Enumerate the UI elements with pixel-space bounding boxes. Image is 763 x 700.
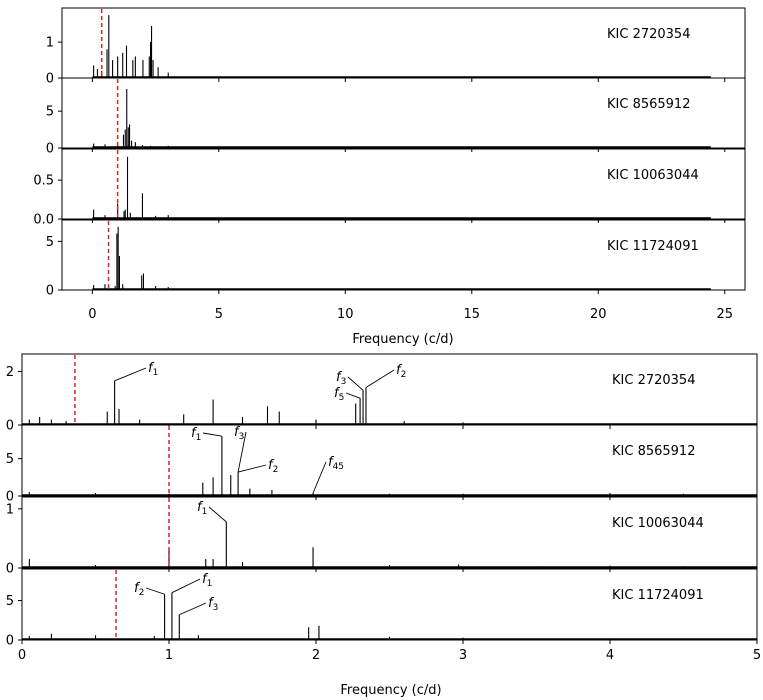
star-label: KIC 10063044 <box>607 168 699 183</box>
panel-frame <box>61 7 746 79</box>
panel-frame <box>61 219 746 291</box>
annotation-leader <box>345 392 361 399</box>
annotation-leader <box>312 461 327 494</box>
panel-frame <box>21 496 758 569</box>
annotation-leader <box>202 432 222 437</box>
panel-bottom-4: 0 5 KIC 11724091 <box>6 568 758 649</box>
x-axis-label-top: Frequency (c/d) <box>352 332 453 347</box>
y-tick-label: 5 <box>46 235 54 250</box>
x-tick-label: 20 <box>590 307 607 322</box>
spectrum-series <box>92 89 711 148</box>
panel-top-4: 0 5 KIC 11724091 <box>46 219 746 299</box>
annotation-leader <box>237 464 267 473</box>
y-tick-label: 1 <box>6 502 14 517</box>
panel-top-1: 0 1 KIC 2720354 <box>46 7 746 87</box>
annotation-leader <box>237 431 247 473</box>
annotation-label: f45 <box>328 455 344 472</box>
annotation-leader <box>208 506 227 523</box>
spectrum-series <box>92 156 711 219</box>
panel-frame <box>21 568 758 641</box>
y-tick-label: 0 <box>6 634 14 649</box>
x-tick-label: 0 <box>18 648 26 663</box>
spectrum-series <box>22 521 757 568</box>
frequency-annotation: f3 <box>234 425 247 473</box>
annotation-label: f2 <box>134 581 144 598</box>
y-tick-label: 5 <box>6 594 14 609</box>
x-tick-label: 5 <box>753 648 761 663</box>
y-tick-label: 0 <box>46 142 54 157</box>
annotation-label: f1 <box>191 426 201 443</box>
annotation-label: f3 <box>208 596 218 613</box>
panel-frame <box>61 77 746 149</box>
star-label: KIC 8565912 <box>612 444 695 459</box>
star-label: KIC 10063044 <box>612 516 704 531</box>
frequency-annotation: f1 <box>191 426 222 443</box>
frequency-annotation: f2 <box>134 581 165 598</box>
frequency-annotation: f3 <box>179 596 218 616</box>
y-tick-label: 5 <box>46 105 54 120</box>
panel-top-2: 0 5 KIC 8565912 <box>46 77 746 157</box>
annotation-leader <box>347 376 364 391</box>
x-tick-label: 15 <box>464 307 481 322</box>
panel-top-3: 0.0 0.5 KIC 10063044 <box>33 148 746 228</box>
star-label: KIC 2720354 <box>612 373 695 388</box>
frequency-annotation: f1 <box>114 361 158 382</box>
y-tick-label: 0 <box>46 284 54 299</box>
annotation-label: f5 <box>334 386 344 403</box>
x-tick-label: 5 <box>215 307 223 322</box>
annotation-leader <box>145 587 165 595</box>
annotation-label: f2 <box>396 363 406 380</box>
spectrum-series <box>92 226 711 290</box>
y-tick-label: 0 <box>46 72 54 87</box>
star-label: KIC 2720354 <box>607 27 690 42</box>
frequency-annotation: f1 <box>197 500 227 523</box>
spectrum-series <box>22 436 757 496</box>
x-axis-label-bottom: Frequency (c/d) <box>340 683 441 698</box>
y-tick-label: 0 <box>6 419 14 434</box>
panel-bottom-3: 0 1 KIC 10063044 <box>6 496 758 577</box>
frequency-annotation: f2 <box>365 363 406 388</box>
frequency-annotation: f1 <box>171 572 212 594</box>
y-tick-label: 2 <box>6 365 14 380</box>
y-tick-label: 0.5 <box>33 174 54 189</box>
star-label: KIC 8565912 <box>607 97 690 112</box>
y-tick-label: 0 <box>6 490 14 505</box>
x-tick-label: 2 <box>312 648 320 663</box>
star-label: KIC 11724091 <box>612 588 704 603</box>
spectrum-series <box>22 380 757 425</box>
x-tick-label: 4 <box>606 648 614 663</box>
panel-bottom-1: 0 2 KIC 2720354 <box>6 353 758 434</box>
spectrum-series <box>22 592 757 640</box>
annotation-label: f3 <box>336 370 346 387</box>
panel-frame <box>21 424 758 497</box>
x-tick-label: 0 <box>88 307 96 322</box>
spectrum-series <box>92 15 711 78</box>
y-tick-label: 0.0 <box>33 213 54 228</box>
annotation-leader <box>171 578 201 594</box>
panel-frame <box>61 148 746 220</box>
annotation-leader <box>365 369 395 388</box>
frequency-annotation: f3 <box>336 370 364 391</box>
x-tick-label: 10 <box>337 307 354 322</box>
annotation-label: f1 <box>202 572 212 589</box>
annotation-label: f1 <box>148 361 158 378</box>
panel-bottom-2: 0 5 KIC 8565912 <box>6 424 758 505</box>
x-tick-label: 1 <box>165 648 173 663</box>
y-tick-label: 0 <box>6 562 14 577</box>
annotation-leader <box>179 602 207 616</box>
frequency-annotation: f2 <box>237 458 278 475</box>
annotation-leader <box>114 367 147 382</box>
frequency-annotation: f5 <box>334 386 361 403</box>
y-tick-label: 1 <box>46 36 54 51</box>
annotation-label: f3 <box>234 425 244 442</box>
y-tick-label: 5 <box>6 452 14 467</box>
x-tick-label: 25 <box>716 307 733 322</box>
x-tick-label: 3 <box>459 648 467 663</box>
frequency-annotation: f45 <box>312 455 344 494</box>
annotation-label: f2 <box>268 458 278 475</box>
annotation-label: f1 <box>197 500 207 517</box>
star-label: KIC 11724091 <box>607 239 699 254</box>
panel-frame <box>21 353 758 426</box>
